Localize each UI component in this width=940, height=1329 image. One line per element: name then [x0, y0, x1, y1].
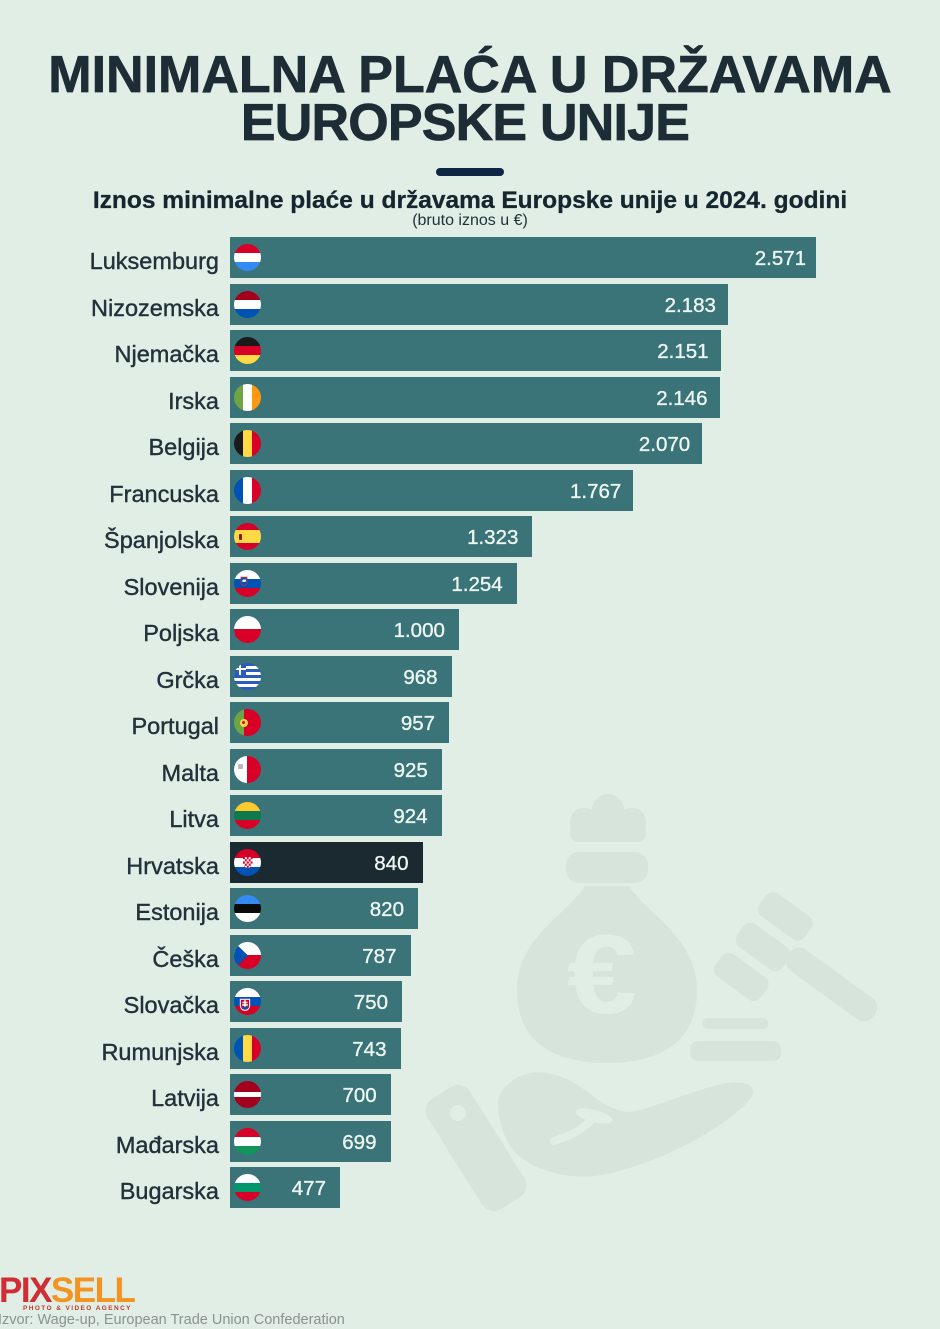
svg-text:€: € — [567, 912, 637, 1037]
